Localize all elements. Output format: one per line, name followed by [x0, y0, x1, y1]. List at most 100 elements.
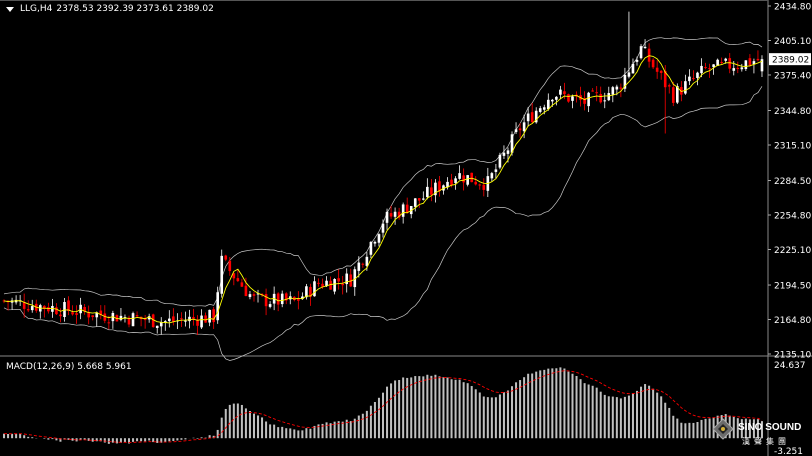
candle-body	[333, 279, 336, 292]
current-price-label: 2389.02	[772, 56, 809, 66]
symbol-label: LLG,H4	[20, 4, 53, 14]
candle-body	[184, 320, 187, 322]
candle-body	[619, 87, 623, 89]
candle-body	[47, 307, 50, 312]
price-tick-label: 2344.80	[774, 107, 811, 117]
candle-body	[317, 282, 320, 284]
candle-body	[256, 293, 260, 295]
candle-body	[377, 234, 381, 243]
candle-body	[571, 96, 574, 101]
candle-body	[534, 110, 538, 123]
candle-body	[623, 74, 627, 89]
candle-body	[716, 59, 719, 66]
candle-body	[510, 134, 514, 153]
candle-body	[688, 76, 691, 82]
candle-body	[297, 298, 300, 301]
candle-body	[458, 173, 461, 179]
candle-body	[478, 184, 482, 186]
candle-body	[87, 311, 90, 318]
candle-body	[301, 296, 304, 300]
price-tick-label: 2254.80	[774, 212, 811, 222]
candle-body	[708, 68, 711, 70]
candle-body	[361, 263, 365, 265]
candle-body	[446, 181, 449, 188]
candle-body	[680, 87, 683, 95]
candle-body	[417, 198, 421, 201]
candle-body	[752, 61, 756, 65]
candle-body	[490, 173, 494, 179]
candle-body	[329, 280, 332, 290]
collapse-triangle-icon[interactable]	[6, 6, 14, 12]
candle-body	[700, 65, 703, 74]
candle-body	[430, 187, 433, 195]
candle-body	[309, 286, 312, 297]
candle-body	[482, 184, 486, 190]
price-tick-label: 2135.10	[774, 351, 811, 361]
candle-body	[236, 278, 240, 282]
candle-body	[667, 85, 671, 87]
candle-body	[422, 198, 425, 200]
bollinger-upper-band	[3, 37, 763, 307]
candle-body	[353, 269, 357, 288]
candle-body	[321, 283, 324, 287]
candle-body	[168, 318, 171, 322]
candle-body	[240, 282, 244, 287]
candle-body	[724, 58, 728, 61]
candle-body	[325, 280, 328, 287]
candle-body	[643, 46, 647, 49]
candle-body	[639, 46, 643, 59]
candle-body	[373, 241, 377, 244]
candle-body	[292, 296, 296, 301]
ohlc-values: 2378.53 2392.39 2373.61 2389.02	[56, 4, 214, 14]
candle-body	[67, 300, 70, 311]
candle-body	[627, 72, 631, 77]
candle-body	[59, 314, 62, 317]
candle-body	[518, 128, 522, 131]
bollinger-lower-band	[3, 86, 763, 361]
candle-body	[345, 273, 349, 285]
candle-body	[466, 175, 469, 185]
candle-body	[647, 48, 651, 62]
candle-body	[631, 63, 635, 74]
candle-body	[385, 211, 389, 223]
candle-body	[248, 294, 252, 298]
candle-body	[462, 175, 465, 183]
candle-body	[704, 67, 707, 69]
candle-body	[712, 64, 715, 68]
candle-body	[357, 262, 361, 271]
candle-body	[671, 87, 675, 103]
current-price-box	[769, 53, 811, 66]
candle-body	[595, 92, 598, 94]
price-tick-label: 2284.50	[774, 177, 811, 187]
candle-body	[305, 286, 308, 298]
candle-body	[603, 100, 607, 102]
candle-body	[659, 70, 663, 73]
candle-body	[188, 316, 191, 322]
price-tick-label: 2225.10	[774, 246, 811, 256]
candle-body	[107, 322, 111, 324]
candle-body	[30, 306, 34, 311]
candle-body	[180, 318, 183, 320]
candle-body	[756, 58, 760, 61]
candle-body	[155, 325, 159, 328]
candle-body	[172, 316, 175, 322]
candle-body	[224, 255, 228, 260]
candle-body	[635, 59, 639, 62]
candle-body	[405, 204, 409, 214]
candle-body	[615, 86, 619, 90]
price-tick-label: 2194.50	[774, 282, 811, 292]
candle-body	[196, 319, 199, 326]
candle-body	[692, 78, 695, 80]
candle-body	[264, 294, 268, 307]
candle-body	[51, 305, 54, 312]
candle-body	[744, 60, 748, 70]
candle-body	[546, 99, 550, 110]
price-tick-label: 2375.40	[774, 71, 811, 81]
candle-body	[522, 122, 526, 132]
candle-body	[252, 294, 256, 296]
candle-body	[426, 186, 429, 198]
candle-body	[599, 94, 603, 103]
chart-header: LLG,H4 2378.53 2392.39 2373.61 2389.02	[6, 4, 214, 14]
